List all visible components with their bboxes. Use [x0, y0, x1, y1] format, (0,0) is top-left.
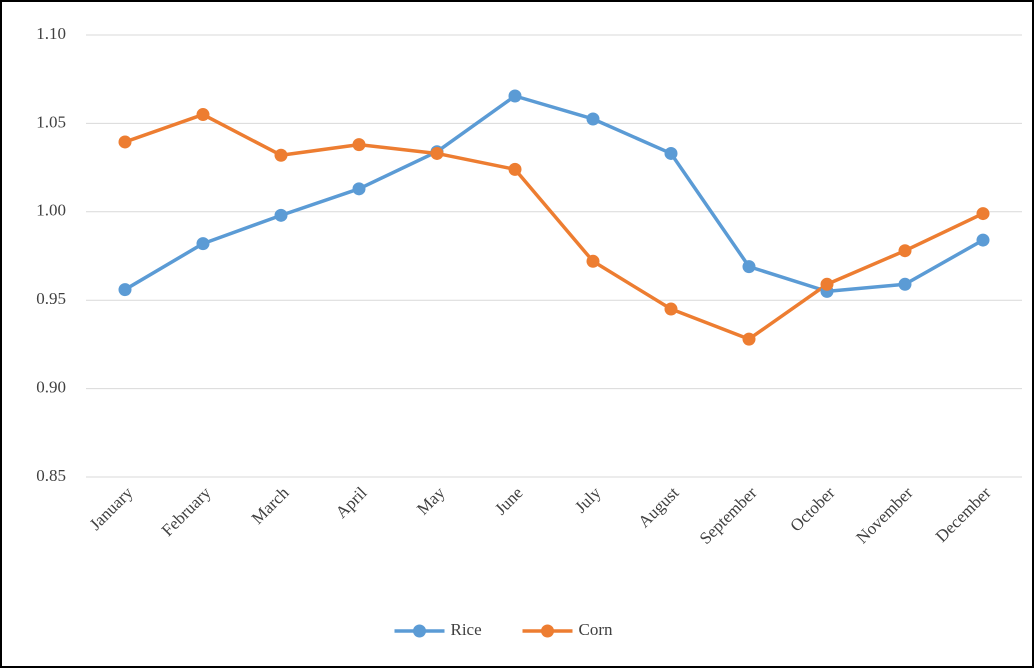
point-marker [898, 244, 912, 258]
point-marker [586, 112, 600, 126]
y-tick-label: 0.95 [36, 289, 66, 308]
point-marker [196, 108, 210, 122]
y-tick-label: 0.85 [36, 466, 66, 485]
point-marker [664, 302, 678, 316]
point-marker [274, 148, 288, 162]
point-marker [664, 146, 678, 160]
point-marker [274, 208, 288, 222]
point-marker [742, 260, 756, 274]
y-tick-label: 1.05 [36, 112, 66, 131]
point-marker [118, 135, 132, 149]
legend-marker [541, 624, 554, 638]
series-line [124, 112, 984, 341]
point-marker [898, 277, 912, 291]
y-tick-label: 1.00 [36, 201, 66, 220]
point-marker [742, 332, 756, 346]
y-tick-label: 1.10 [36, 24, 66, 43]
legend-marker [413, 624, 426, 638]
legend-label: Rice [451, 620, 482, 639]
point-marker [118, 283, 132, 297]
series-line [124, 94, 984, 294]
point-marker [586, 254, 600, 268]
point-marker [976, 207, 990, 221]
point-marker [976, 233, 990, 247]
point-marker [508, 162, 522, 176]
y-tick-label: 0.90 [36, 378, 66, 397]
point-marker [508, 89, 522, 103]
point-marker [430, 146, 444, 160]
point-marker [196, 237, 210, 251]
point-marker [352, 138, 366, 152]
point-marker [352, 182, 366, 196]
legend-label: Corn [579, 620, 614, 639]
point-marker [820, 277, 834, 291]
